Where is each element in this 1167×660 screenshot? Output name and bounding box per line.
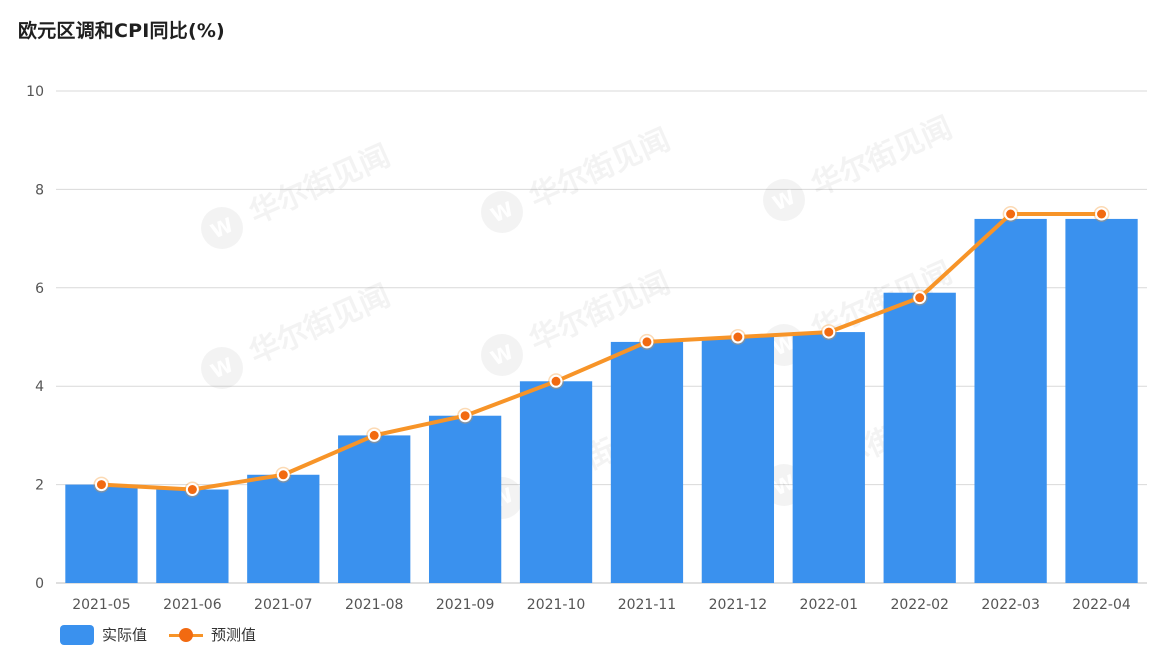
y-tick-label: 6 bbox=[35, 281, 44, 297]
x-tick-label: 2022-04 bbox=[1072, 597, 1131, 613]
watermark-mark: W 华尔街见闻 bbox=[201, 138, 396, 249]
y-tick-label: 0 bbox=[35, 576, 44, 592]
y-axis: 0 2 4 6 8 10 bbox=[26, 84, 44, 592]
watermark-text: 华尔街见闻 bbox=[244, 278, 395, 371]
x-tick-label: 2021-05 bbox=[72, 597, 131, 613]
watermark-mark: W 华尔街见闻 bbox=[481, 122, 676, 233]
y-tick-label: 4 bbox=[35, 379, 44, 395]
bar[interactable] bbox=[610, 341, 684, 583]
bar[interactable] bbox=[338, 435, 411, 583]
y-tick-label: 2 bbox=[35, 478, 44, 494]
bar[interactable] bbox=[1065, 218, 1138, 584]
bar[interactable] bbox=[156, 489, 229, 583]
point[interactable] bbox=[913, 291, 927, 305]
legend-label-actual: 实际值 bbox=[102, 626, 148, 644]
point[interactable] bbox=[94, 478, 108, 492]
point[interactable] bbox=[185, 483, 199, 497]
chart-title: 欧元区调和CPI同比(%) bbox=[18, 20, 225, 42]
legend-bar-swatch bbox=[60, 624, 94, 645]
legend: 实际值 预测值 bbox=[60, 624, 278, 645]
point[interactable] bbox=[822, 325, 836, 339]
bar[interactable] bbox=[792, 332, 865, 583]
x-tick-label: 2022-01 bbox=[800, 597, 859, 613]
bar[interactable] bbox=[974, 218, 1047, 584]
point[interactable] bbox=[549, 374, 563, 388]
watermark-text: 华尔街见闻 bbox=[244, 138, 395, 231]
x-tick-label: 2021-11 bbox=[618, 597, 677, 613]
point[interactable] bbox=[1004, 207, 1018, 221]
forecast-line bbox=[99, 212, 1104, 492]
bar[interactable] bbox=[65, 484, 138, 583]
bar[interactable] bbox=[428, 415, 502, 583]
x-tick-label: 2022-02 bbox=[890, 597, 949, 613]
legend-item-actual[interactable]: 实际值 bbox=[60, 624, 147, 645]
legend-line-swatch bbox=[169, 625, 204, 645]
legend-label-forecast: 预测值 bbox=[211, 626, 257, 644]
point[interactable] bbox=[1095, 207, 1109, 221]
watermark-mark: W 华尔街见闻 bbox=[201, 278, 396, 389]
bar[interactable] bbox=[883, 292, 956, 583]
bar[interactable] bbox=[247, 474, 320, 583]
x-tick-label: 2021-07 bbox=[254, 597, 313, 613]
y-tick-label: 8 bbox=[35, 182, 44, 198]
x-tick-label: 2022-03 bbox=[981, 597, 1040, 613]
point[interactable] bbox=[731, 330, 745, 344]
watermark-text: 华尔街见闻 bbox=[524, 122, 675, 215]
x-tick-label: 2021-10 bbox=[527, 597, 586, 613]
x-tick-label: 2021-06 bbox=[163, 597, 222, 613]
grid bbox=[56, 90, 1147, 584]
line-series bbox=[93, 206, 1110, 498]
x-tick-label: 2021-08 bbox=[345, 597, 404, 613]
y-tick-label: 10 bbox=[26, 84, 44, 100]
bar[interactable] bbox=[701, 337, 775, 583]
x-tick-label: 2021-12 bbox=[709, 597, 768, 613]
legend-item-forecast[interactable]: 预测值 bbox=[169, 624, 256, 645]
x-tick-label: 2021-09 bbox=[436, 597, 495, 613]
bar[interactable] bbox=[519, 381, 593, 583]
watermark-mark: W 华尔街见闻 bbox=[763, 110, 958, 221]
point[interactable] bbox=[640, 335, 654, 349]
point[interactable] bbox=[458, 409, 472, 423]
point[interactable] bbox=[367, 428, 381, 442]
bar-series bbox=[65, 218, 1138, 584]
x-axis: 2021-05 2021-06 2021-07 2021-08 2021-09 2021-… bbox=[72, 597, 1131, 613]
point[interactable] bbox=[276, 468, 290, 482]
